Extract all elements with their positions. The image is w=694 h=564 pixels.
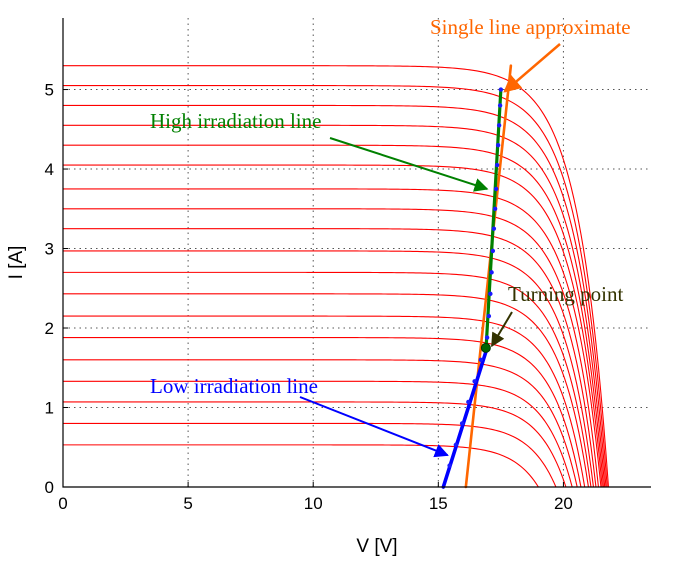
mpp-point <box>497 103 503 108</box>
x-tick-label: 10 <box>304 494 323 513</box>
mpp-point <box>496 123 502 128</box>
iv-curve <box>63 250 594 488</box>
low-irradiation-arrow <box>299 396 449 458</box>
iv-curve <box>63 422 557 488</box>
iv-curve <box>63 380 573 488</box>
mpp-points <box>447 87 504 468</box>
x-tick-label: 20 <box>554 494 573 513</box>
mpp-point <box>488 291 493 297</box>
y-tick-label: 2 <box>45 319 54 338</box>
mpp-point <box>466 399 471 405</box>
mpp-point <box>459 421 465 426</box>
axis-ticks: 0 5 10 15 20 0 1 2 3 4 5 <box>45 81 573 513</box>
x-axis-label: V [V] <box>356 536 397 557</box>
high-irradiation-arrow <box>329 137 489 192</box>
mpp-point <box>484 335 490 340</box>
iv-curve <box>63 144 605 488</box>
iv-curves <box>63 65 610 488</box>
iv-curve <box>63 188 602 488</box>
mpp-point <box>478 357 484 363</box>
mpp-point <box>492 206 498 211</box>
iv-curve <box>63 293 589 488</box>
y-tick-label: 0 <box>45 478 54 497</box>
mpp-point <box>491 226 497 231</box>
y-tick-label: 5 <box>45 81 54 100</box>
iv-curve <box>63 208 600 488</box>
y-axis-label: I [A] <box>6 246 27 280</box>
mpp-point <box>472 379 477 384</box>
mpp-point <box>493 186 499 192</box>
approx-line <box>484 87 503 354</box>
mpp-point <box>495 142 501 148</box>
mpp-point <box>498 87 504 92</box>
single-line-arrow <box>503 43 561 93</box>
iv-curve <box>63 271 592 488</box>
mpp-point <box>494 162 500 168</box>
mpp-point <box>490 248 496 254</box>
x-tick-label: 15 <box>429 494 448 513</box>
turning-point-annotation: Turning point <box>508 282 624 306</box>
y-tick-label: 3 <box>45 240 54 259</box>
iv-curve <box>63 444 539 488</box>
single-line-annotation: Single line approximate <box>430 15 631 39</box>
low-irradiation-annotation: Low irradiation line <box>150 374 318 398</box>
iv-curve <box>63 228 597 488</box>
iv-curve <box>63 359 578 488</box>
turning-point-arrow <box>490 311 513 348</box>
mpp-point <box>489 270 494 275</box>
x-tick-label: 5 <box>183 494 192 513</box>
high-irradiation-annotation: High irradiation line <box>150 109 321 133</box>
iv-curve <box>63 124 606 488</box>
turning-point-marker <box>480 342 491 353</box>
x-tick-label: 0 <box>58 494 67 513</box>
y-tick-label: 1 <box>45 399 54 418</box>
mpp-point <box>486 313 492 319</box>
approx-line <box>464 64 513 489</box>
mpp-point <box>453 442 459 448</box>
mpp-point <box>447 463 452 468</box>
iv-curve <box>63 315 586 488</box>
iv-curve <box>63 164 603 488</box>
iv-curve <box>63 104 607 488</box>
y-tick-label: 4 <box>45 160 54 179</box>
iv-curve <box>63 85 608 488</box>
